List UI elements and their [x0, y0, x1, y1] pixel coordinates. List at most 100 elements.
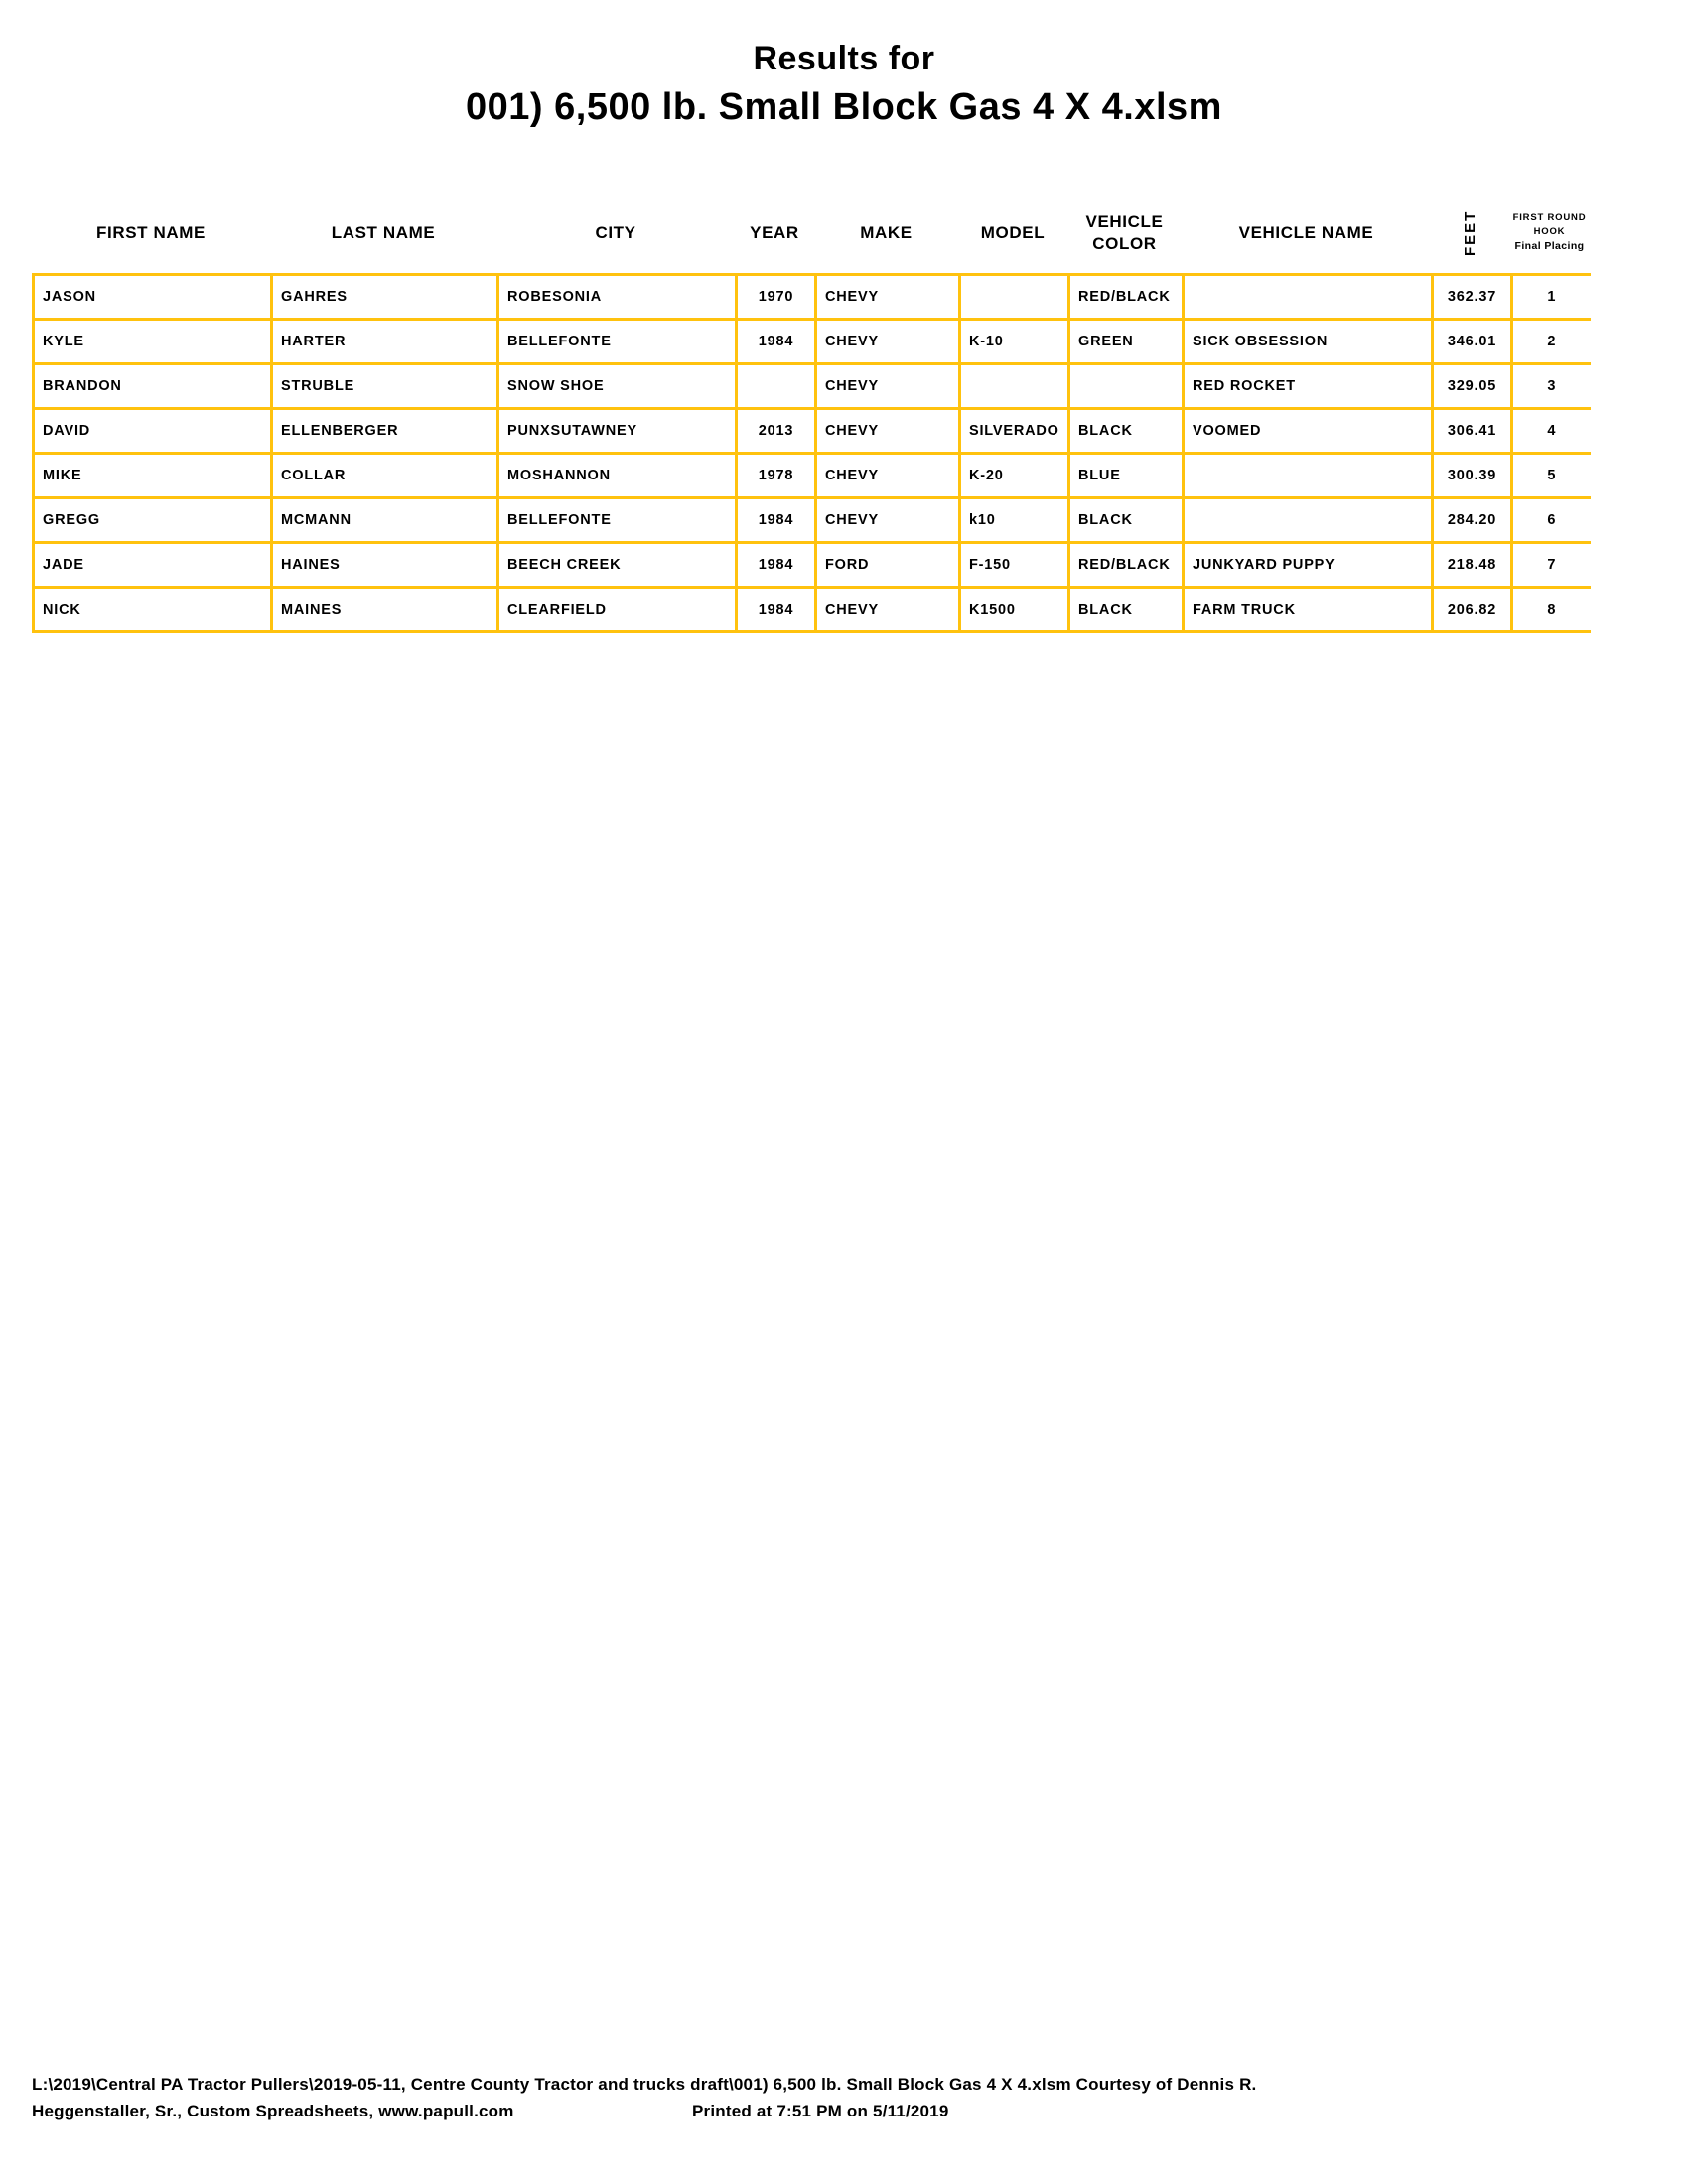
cell-year: 1984	[735, 318, 817, 365]
cell-feet: 206.82	[1431, 586, 1513, 633]
cell-city: BELLEFONTE	[496, 318, 738, 365]
column-header-label: HOOK	[1533, 226, 1566, 238]
table-row: KYLE HARTER BELLEFONTE 1984 CHEVY K-10 GREEN SI…	[32, 318, 1591, 365]
cell-placing: 3	[1510, 362, 1591, 410]
column-header-make: MAKE	[814, 222, 958, 244]
table-row: NICK MAINES CLEARFIELD 1984 CHEVY K1500 BLACK F…	[32, 586, 1591, 633]
column-header-first-name: FIRST NAME	[32, 222, 270, 244]
footer-file-path: L:\2019\Central PA Tractor Pullers\2019-…	[32, 2075, 1257, 2094]
cell-city: ROBESONIA	[496, 273, 738, 321]
column-header-vehicle-name: VEHICLE NAME	[1182, 222, 1431, 244]
cell-make: CHEVY	[814, 362, 961, 410]
cell-last-name: ELLENBERGER	[270, 407, 499, 455]
column-header-label: YEAR	[750, 222, 799, 242]
column-header-label: COLOR	[1092, 234, 1157, 253]
table-row: JADE HAINES BEECH CREEK 1984 FORD F-150 RED/BL…	[32, 541, 1591, 589]
cell-model: K1500	[958, 586, 1070, 633]
cell-feet: 329.05	[1431, 362, 1513, 410]
cell-first-name: MIKE	[32, 452, 273, 499]
cell-city: CLEARFIELD	[496, 586, 738, 633]
cell-first-name: DAVID	[32, 407, 273, 455]
cell-first-name: KYLE	[32, 318, 273, 365]
cell-last-name: MAINES	[270, 586, 499, 633]
cell-placing: 4	[1510, 407, 1591, 455]
cell-vehicle-name	[1182, 452, 1434, 499]
cell-last-name: HARTER	[270, 318, 499, 365]
cell-make: CHEVY	[814, 318, 961, 365]
column-header-label: MODEL	[980, 222, 1046, 242]
table-header-row: FIRST NAME LAST NAME CITY YEAR MAKE MODE…	[32, 194, 1589, 273]
footer-printed-timestamp: Printed at 7:51 PM on 5/11/2019	[692, 2102, 949, 2120]
table-row: DAVID ELLENBERGER PUNXSUTAWNEY 2013 CHEVY SIL…	[32, 407, 1591, 455]
cell-vehicle-name: SICK OBSESSION	[1182, 318, 1434, 365]
cell-year: 1984	[735, 496, 817, 544]
cell-model: k10	[958, 496, 1070, 544]
cell-make: CHEVY	[814, 452, 961, 499]
cell-last-name: STRUBLE	[270, 362, 499, 410]
cell-placing: 7	[1510, 541, 1591, 589]
cell-feet: 218.48	[1431, 541, 1513, 589]
title-block: Results for 001) 6,500 lb. Small Block G…	[0, 40, 1688, 129]
cell-year: 1978	[735, 452, 817, 499]
column-header-label: Final Placing	[1514, 240, 1585, 253]
cell-placing: 5	[1510, 452, 1591, 499]
cell-vehicle-name: VOOMED	[1182, 407, 1434, 455]
table-row: JASON GAHRES ROBESONIA 1970 CHEVY RED/BLACK 36…	[32, 273, 1591, 321]
cell-feet: 284.20	[1431, 496, 1513, 544]
column-header-year: YEAR	[735, 222, 814, 244]
cell-first-name: JASON	[32, 273, 273, 321]
cell-city: SNOW SHOE	[496, 362, 738, 410]
cell-vehicle-color: RED/BLACK	[1067, 273, 1185, 321]
cell-feet: 300.39	[1431, 452, 1513, 499]
cell-year: 1984	[735, 541, 817, 589]
cell-vehicle-color: BLUE	[1067, 452, 1185, 499]
cell-last-name: MCMANN	[270, 496, 499, 544]
cell-last-name: HAINES	[270, 541, 499, 589]
page-subtitle-filename: 001) 6,500 lb. Small Block Gas 4 X 4.xls…	[466, 86, 1222, 128]
cell-city: BELLEFONTE	[496, 496, 738, 544]
cell-city: MOSHANNON	[496, 452, 738, 499]
cell-model	[958, 362, 1070, 410]
cell-vehicle-color: BLACK	[1067, 586, 1185, 633]
column-header-feet: FEET	[1431, 202, 1510, 265]
cell-city: BEECH CREEK	[496, 541, 738, 589]
footer-line2: Heggenstaller, Sr., Custom Spreadsheets,…	[32, 2102, 1670, 2121]
cell-first-name: GREGG	[32, 496, 273, 544]
cell-vehicle-name: JUNKYARD PUPPY	[1182, 541, 1434, 589]
column-header-label: LAST NAME	[331, 222, 436, 242]
column-header-label: FIRST ROUND	[1512, 211, 1587, 223]
column-header-city: CITY	[496, 222, 735, 244]
cell-last-name: GAHRES	[270, 273, 499, 321]
cell-year: 1970	[735, 273, 817, 321]
column-header-label: VEHICLE	[1085, 211, 1164, 231]
cell-vehicle-color	[1067, 362, 1185, 410]
column-header-label: VEHICLE NAME	[1238, 222, 1374, 242]
cell-year: 1984	[735, 586, 817, 633]
cell-city: PUNXSUTAWNEY	[496, 407, 738, 455]
cell-model: K-10	[958, 318, 1070, 365]
cell-vehicle-name: RED ROCKET	[1182, 362, 1434, 410]
column-header-label: MAKE	[860, 222, 913, 242]
cell-first-name: NICK	[32, 586, 273, 633]
cell-first-name: BRANDON	[32, 362, 273, 410]
column-header-first-round-hook: FIRST ROUND HOOK Final Placing	[1510, 211, 1589, 255]
column-header-label-rotated: FEET	[1462, 209, 1479, 257]
cell-make: FORD	[814, 541, 961, 589]
cell-model: K-20	[958, 452, 1070, 499]
cell-model: F-150	[958, 541, 1070, 589]
cell-make: CHEVY	[814, 407, 961, 455]
cell-make: CHEVY	[814, 496, 961, 544]
cell-model	[958, 273, 1070, 321]
results-sheet: FIRST NAME LAST NAME CITY YEAR MAKE MODE…	[32, 194, 1591, 633]
cell-first-name: JADE	[32, 541, 273, 589]
cell-make: CHEVY	[814, 273, 961, 321]
cell-vehicle-color: GREEN	[1067, 318, 1185, 365]
cell-vehicle-name: FARM TRUCK	[1182, 586, 1434, 633]
cell-placing: 6	[1510, 496, 1591, 544]
cell-last-name: COLLAR	[270, 452, 499, 499]
cell-placing: 8	[1510, 586, 1591, 633]
column-header-last-name: LAST NAME	[270, 222, 496, 244]
footer-credit-text: Heggenstaller, Sr., Custom Spreadsheets,…	[32, 2102, 514, 2120]
cell-year: 2013	[735, 407, 817, 455]
